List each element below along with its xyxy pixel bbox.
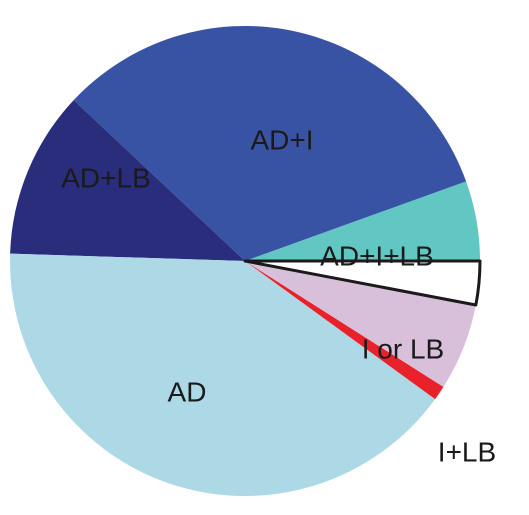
- slice-label-i-lb: I+LB: [438, 436, 496, 467]
- slice-label-ad-lb: AD+LB: [61, 162, 151, 193]
- slice-label-ad-i-lb: AD+I+LB: [320, 240, 434, 271]
- pie-slice-i-or-lb: [245, 261, 476, 387]
- pie-slice-ad-i: [73, 25, 467, 261]
- slice-label-ad-i: AD+I: [250, 124, 313, 155]
- pie-slice-ad: [10, 253, 436, 496]
- slice-label-ad: AD: [168, 376, 207, 407]
- pie-slice-ad-i-lb: [245, 181, 480, 261]
- pie-slice-unlabeled: [243, 259, 482, 307]
- pie-slice-i-lb: [245, 261, 444, 400]
- slice-label-i-or-lb: I or LB: [362, 333, 444, 364]
- pie-slice-ad-lb: [10, 100, 246, 261]
